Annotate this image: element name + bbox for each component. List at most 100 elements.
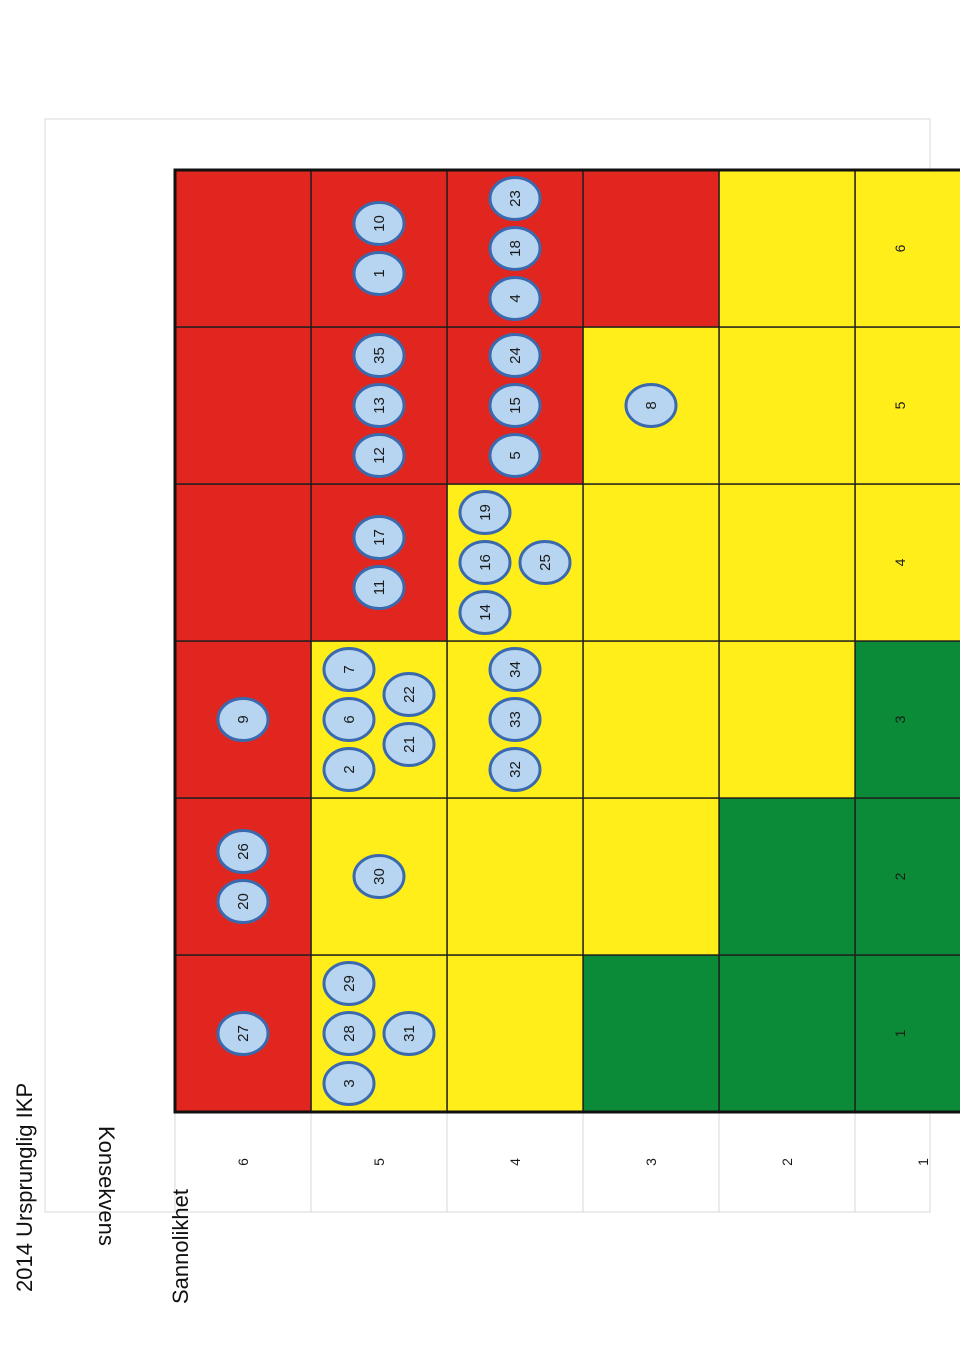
risk-badge: 23 (488, 176, 542, 221)
risk-badge-label: 22 (401, 686, 418, 703)
risk-badge-label: 25 (537, 554, 554, 571)
risk-cell-yellow (582, 797, 720, 956)
risk-badge-label: 2 (341, 765, 358, 773)
risk-badge-label: 24 (507, 347, 524, 364)
risk-badge-circle (216, 697, 270, 742)
risk-badge: 8 (624, 383, 678, 428)
y-tick-label: 1 (915, 1158, 931, 1166)
risk-badge-circle (352, 515, 406, 560)
risk-cell-yellow (446, 797, 584, 956)
x-axis-label: Sannolikhet (168, 1189, 193, 1304)
x-tick-label: 6 (892, 244, 908, 252)
risk-badge-circle (352, 433, 406, 478)
risk-badge-label: 30 (371, 868, 388, 885)
risk-badge-circle (488, 697, 542, 742)
risk-badge: 26 (216, 829, 270, 874)
risk-badge-label: 28 (341, 1025, 358, 1042)
risk-badge-circle (382, 672, 436, 717)
risk-badge: 19 (458, 490, 512, 535)
risk-badge-circle (488, 747, 542, 792)
y-tick-label: 3 (643, 1158, 659, 1166)
risk-cell-green (718, 797, 856, 956)
risk-badge-label: 7 (341, 665, 358, 673)
risk-badge-circle (322, 697, 376, 742)
risk-badge-circle (488, 276, 542, 321)
risk-badge: 13 (352, 383, 406, 428)
risk-badge-circle (488, 383, 542, 428)
risk-badge: 10 (352, 201, 406, 246)
risk-badge-circle (488, 333, 542, 378)
risk-cell-red (174, 326, 312, 485)
chart-title: 2014 Ursprunglig IKP (12, 1083, 37, 1292)
risk-badge-label: 17 (371, 529, 388, 546)
risk-badge-circle (488, 647, 542, 692)
risk-badge: 28 (322, 1011, 376, 1056)
y-axis-label: Konsekvens (94, 1126, 119, 1246)
risk-cell-red (310, 169, 448, 328)
risk-badge-label: 34 (507, 661, 524, 678)
risk-cell-green (718, 954, 856, 1113)
risk-badge-circle (382, 1011, 436, 1056)
risk-badge-circle (624, 383, 678, 428)
risk-cell-red (174, 797, 312, 956)
x-tick-label: 4 (892, 558, 908, 566)
risk-badge: 32 (488, 747, 542, 792)
risk-badge-label: 18 (507, 240, 524, 257)
risk-badge-circle (216, 1011, 270, 1056)
risk-badge-label: 4 (507, 294, 524, 302)
risk-badge: 15 (488, 383, 542, 428)
risk-badge-circle (322, 1061, 376, 1106)
risk-cell-red (582, 169, 720, 328)
risk-badge-circle (352, 383, 406, 428)
risk-badge-circle (458, 590, 512, 635)
x-tick-label: 2 (892, 872, 908, 880)
risk-badge-label: 32 (507, 761, 524, 778)
risk-badge: 11 (352, 565, 406, 610)
risk-badge-circle (352, 565, 406, 610)
risk-badge-circle (458, 540, 512, 585)
risk-badge: 12 (352, 433, 406, 478)
risk-badge-circle (488, 433, 542, 478)
risk-cell-red (310, 483, 448, 642)
risk-badge-circle (216, 879, 270, 924)
risk-badge-label: 6 (341, 715, 358, 723)
risk-cell-yellow (718, 326, 856, 485)
risk-badge-label: 31 (401, 1025, 418, 1042)
risk-cell-yellow (582, 640, 720, 799)
risk-cell-red (174, 169, 312, 328)
risk-badge-circle (322, 647, 376, 692)
risk-badge: 5 (488, 433, 542, 478)
risk-badge-circle (216, 829, 270, 874)
risk-badge-label: 8 (643, 401, 660, 409)
risk-badge-label: 9 (235, 715, 252, 723)
risk-badge-label: 20 (235, 893, 252, 910)
y-tick-label: 6 (235, 1158, 251, 1166)
risk-badge: 20 (216, 879, 270, 924)
risk-badge-label: 29 (341, 975, 358, 992)
risk-badge: 24 (488, 333, 542, 378)
risk-badge-circle (322, 1011, 376, 1056)
risk-badge-circle (518, 540, 572, 585)
y-tick-label: 5 (371, 1158, 387, 1166)
risk-badge-label: 12 (371, 447, 388, 464)
risk-badge: 33 (488, 697, 542, 742)
risk-badge: 16 (458, 540, 512, 585)
risk-badge: 3 (322, 1061, 376, 1106)
risk-badge-label: 21 (401, 736, 418, 753)
risk-badge-circle (352, 854, 406, 899)
y-tick-label: 4 (507, 1158, 523, 1166)
risk-badge-circle (488, 176, 542, 221)
x-tick-label: 1 (892, 1029, 908, 1037)
risk-badge-label: 26 (235, 843, 252, 860)
risk-badge-circle (352, 333, 406, 378)
risk-badge-circle (352, 251, 406, 296)
risk-badge-label: 35 (371, 347, 388, 364)
risk-badge: 25 (518, 540, 572, 585)
risk-badge-label: 16 (477, 554, 494, 571)
risk-cell-yellow (446, 954, 584, 1113)
risk-cell-yellow (582, 483, 720, 642)
risk-badge-circle (322, 961, 376, 1006)
risk-badge: 14 (458, 590, 512, 635)
risk-badge: 17 (352, 515, 406, 560)
